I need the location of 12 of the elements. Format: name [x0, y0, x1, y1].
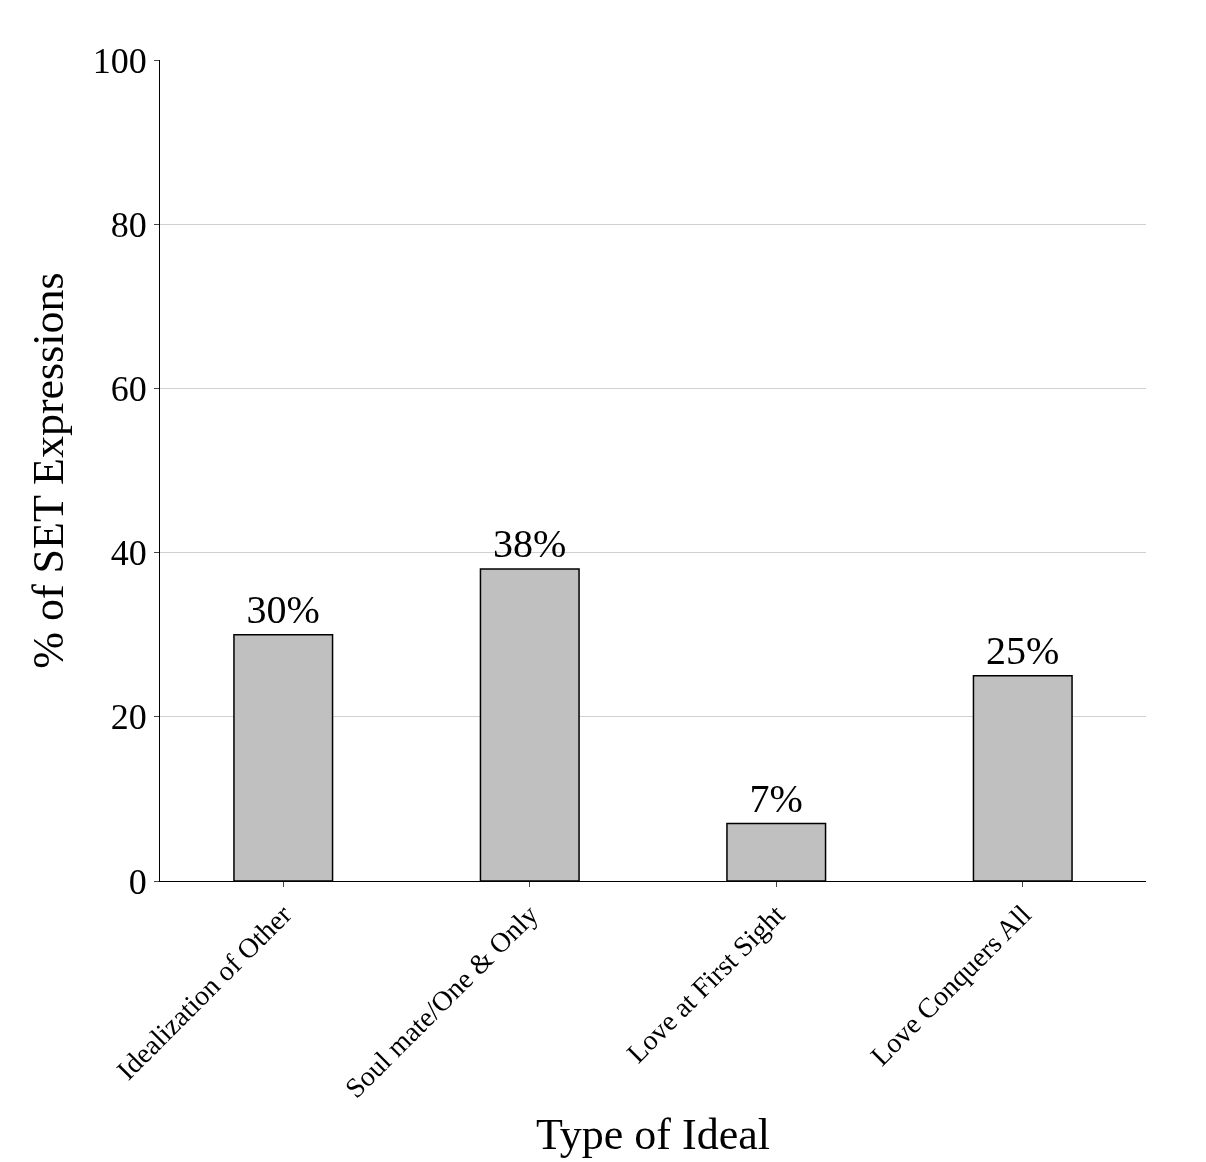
y-tick-label: 40	[110, 533, 147, 574]
y-tick-label: 20	[110, 697, 147, 738]
data-label: 7%	[749, 775, 803, 821]
y-tick-label: 80	[110, 204, 147, 245]
x-axis-title: Type of Ideal	[536, 1110, 770, 1160]
data-label: 30%	[246, 586, 320, 632]
data-label: 25%	[986, 627, 1060, 673]
y-axis-title: % of SET Expressions	[23, 272, 73, 669]
y-tick-label: 60	[110, 369, 147, 409]
y-tick-label: 0	[128, 861, 147, 902]
y-tick-label: 100	[92, 40, 147, 81]
data-label: 38%	[493, 521, 567, 567]
